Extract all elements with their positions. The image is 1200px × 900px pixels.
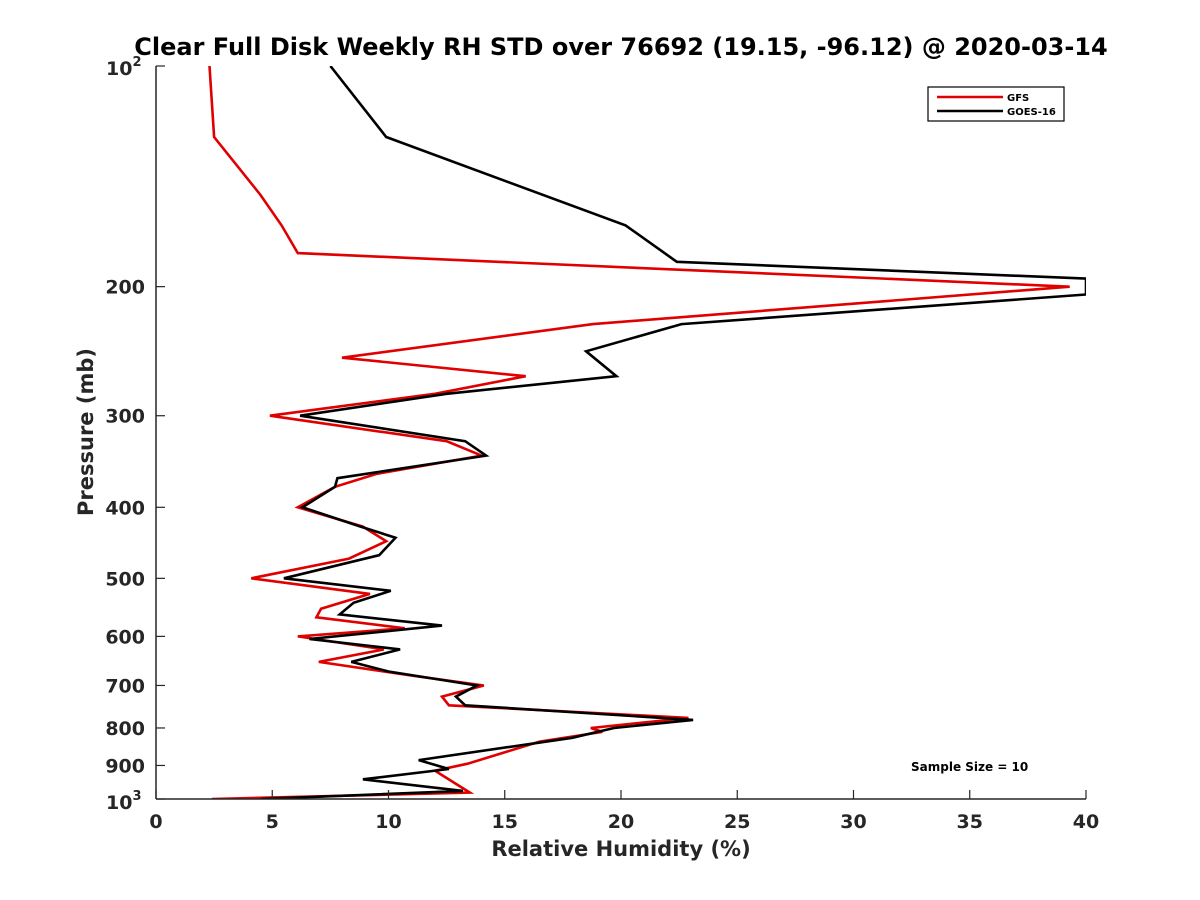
- legend-box: [927, 86, 1065, 122]
- y-tick-label: 900: [105, 755, 145, 777]
- x-tick-label: 25: [724, 811, 750, 833]
- y-tick-label: 400: [105, 497, 145, 519]
- x-tick-label: 0: [149, 811, 162, 833]
- x-tick-label: 15: [492, 811, 518, 833]
- legend-label-gfs: GFS: [1007, 93, 1029, 104]
- y-tick-label-top: 102: [106, 55, 142, 80]
- x-tick-label: 30: [840, 811, 866, 833]
- y-tick-label: 500: [105, 568, 145, 590]
- x-tick-label: 20: [608, 811, 634, 833]
- sample-size-annotation: Sample Size = 10: [911, 760, 1028, 774]
- y-tick-label: 800: [105, 718, 145, 740]
- x-tick-label: 10: [375, 811, 401, 833]
- legend: GFS GOES-16: [927, 86, 1065, 122]
- y-tick-label: 600: [105, 626, 145, 648]
- series-line-gfs: [208, 66, 1070, 799]
- series-line-goes16: [260, 66, 1086, 799]
- x-axis-label: Relative Humidity (%): [491, 837, 750, 861]
- x-tick-label: 5: [266, 811, 279, 833]
- y-tick-top-base: 10: [106, 58, 132, 80]
- y-tick-bottom-base: 10: [106, 792, 132, 814]
- y-tick-label: 300: [105, 406, 145, 428]
- y-axis-label: Pressure (mb): [74, 348, 98, 516]
- y-tick-label: 200: [105, 277, 145, 299]
- x-ticks: 0 5 10 15 20 25 30 35 40: [149, 790, 1099, 833]
- x-tick-label: 40: [1073, 811, 1099, 833]
- chart-title: Clear Full Disk Weekly RH STD over 76692…: [134, 33, 1107, 61]
- legend-label-goes16: GOES-16: [1007, 107, 1056, 118]
- y-tick-bottom-exp: 3: [132, 789, 141, 804]
- y-tick-label: 700: [105, 675, 145, 697]
- y-tick-label-bottom: 103: [106, 789, 142, 814]
- plot-lines: [208, 66, 1086, 799]
- x-tick-label: 35: [957, 811, 983, 833]
- y-tick-top-exp: 2: [132, 55, 141, 70]
- y-ticks: 200 300 400 500 600 700 800 900: [105, 65, 165, 800]
